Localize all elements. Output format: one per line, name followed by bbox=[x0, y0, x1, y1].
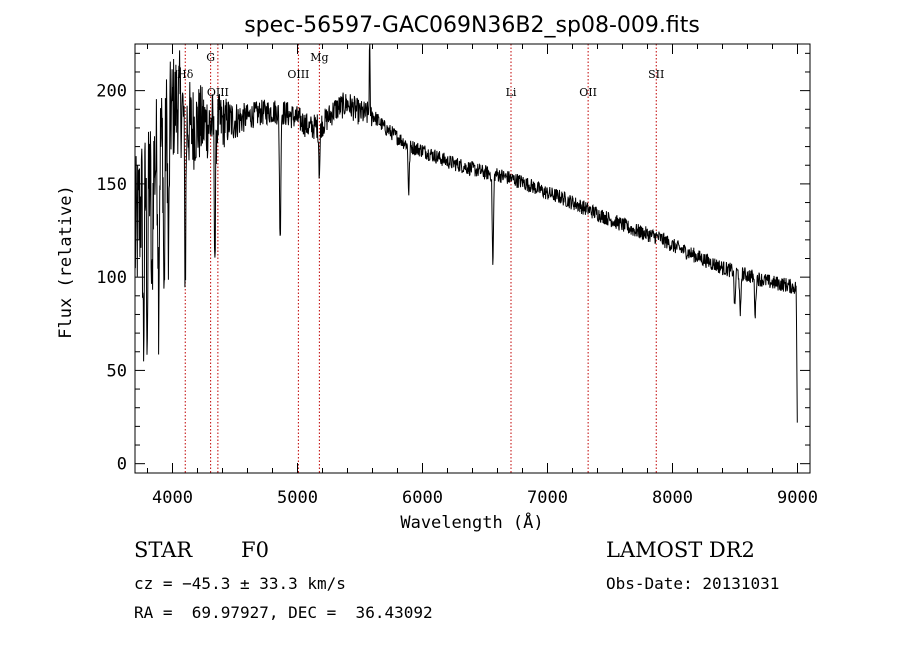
line-marker-label: OIII bbox=[287, 68, 309, 81]
x-tick-label: 8000 bbox=[652, 488, 693, 508]
obs-date: Obs-Date: 20131031 bbox=[606, 574, 780, 593]
spectrum-line bbox=[134, 43, 798, 423]
survey-name: LAMOST DR2 bbox=[606, 538, 755, 562]
object-type: STAR bbox=[134, 538, 193, 562]
x-tick-label: 5000 bbox=[277, 488, 318, 508]
line-marker-label: Li bbox=[506, 86, 517, 99]
line-marker-label: Hδ bbox=[177, 68, 194, 81]
x-axis: 4000 5000 6000 7000 8000 9000 bbox=[147, 44, 818, 508]
plot-area bbox=[134, 43, 798, 423]
y-tick-label: 50 bbox=[107, 361, 127, 381]
x-tick-label: 7000 bbox=[527, 488, 568, 508]
coordinates: RA = 69.97927, DEC = 36.43092 bbox=[134, 603, 433, 622]
y-axis: 0 50 100 150 200 bbox=[96, 52, 810, 475]
y-axis-label: Flux (relative) bbox=[56, 185, 76, 339]
x-axis-label: Wavelength (Å) bbox=[400, 511, 543, 533]
line-marker-label: OIII bbox=[207, 86, 229, 99]
line-marker-label: OII bbox=[579, 86, 597, 99]
x-tick-label: 9000 bbox=[777, 488, 818, 508]
redshift-text: cz = −45.3 ± 33.3 km/s bbox=[134, 574, 346, 593]
chart-title: spec-56597-GAC069N36B2_sp08-009.fits bbox=[244, 13, 700, 38]
object-subclass: F0 bbox=[241, 538, 269, 562]
x-tick-label: 6000 bbox=[402, 488, 443, 508]
y-tick-label: 200 bbox=[96, 82, 127, 102]
line-marker-label: SII bbox=[648, 68, 664, 81]
line-marker-label: G bbox=[206, 51, 215, 64]
line-marker-label: Mg bbox=[310, 51, 328, 64]
y-tick-label: 150 bbox=[96, 175, 127, 195]
x-tick-label: 4000 bbox=[152, 488, 193, 508]
y-tick-label: 100 bbox=[96, 268, 127, 288]
y-tick-label: 0 bbox=[117, 455, 127, 475]
